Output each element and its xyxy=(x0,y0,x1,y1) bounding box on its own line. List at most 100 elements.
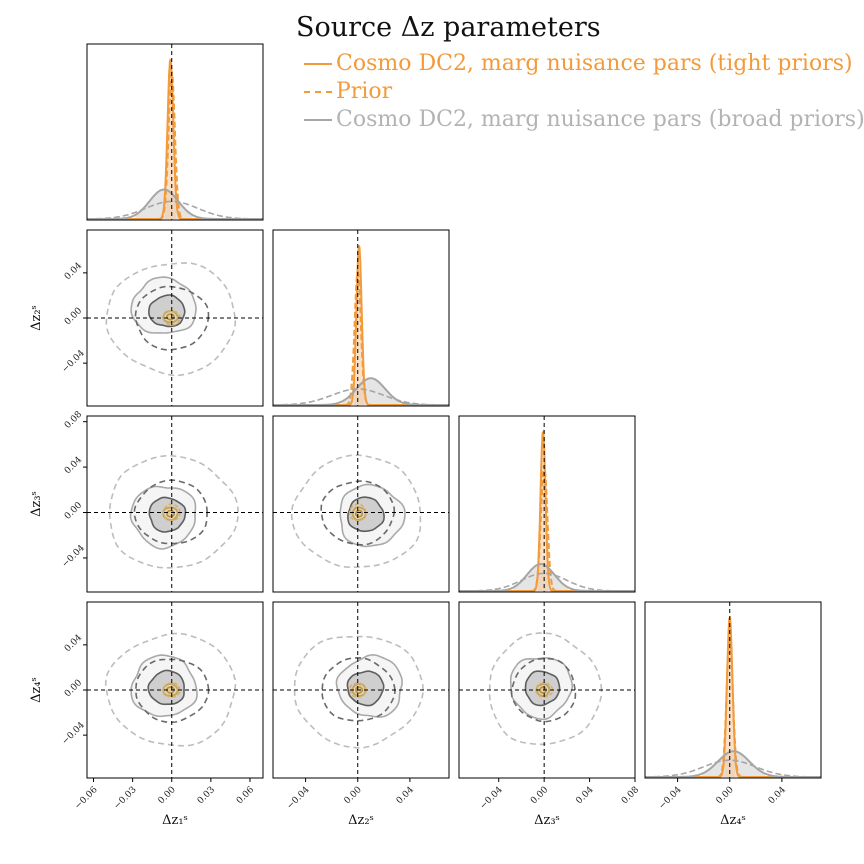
contour-tight-1sigma xyxy=(166,509,175,518)
contour-tight-1sigma xyxy=(166,313,175,321)
panel-frame xyxy=(272,415,450,593)
x-tick-label: 0.04 xyxy=(767,785,788,806)
y-axis-label: Δz₃ˢ xyxy=(29,491,44,517)
panel-4-2: −0.04 0.00 0.04 xyxy=(272,601,450,812)
legend-swatch-solid-gray xyxy=(304,119,332,121)
legend-label: Prior xyxy=(336,79,393,104)
y-tick-label: 0.04 xyxy=(63,455,84,476)
contour-broad-prior-2sigma xyxy=(105,262,237,377)
panel-2-1: −0.04 0.00 0.04 xyxy=(60,229,264,407)
x-tick-label: −0.04 xyxy=(657,785,684,812)
panel-content xyxy=(645,602,821,778)
marginal-curve-3 xyxy=(645,750,821,778)
contour-broad-prior-1sigma xyxy=(134,285,210,351)
panel-content xyxy=(87,230,263,406)
panel-4-3: −0.04 0.00 0.04 0.08 xyxy=(458,601,641,812)
x-tick-label: 0.00 xyxy=(715,785,736,806)
marginal-curve-3 xyxy=(87,188,263,220)
y-axis-label: Δz₂ˢ xyxy=(29,305,44,331)
contour-broad-prior-2sigma xyxy=(108,455,239,569)
contour-broad-prior-2sigma xyxy=(104,632,237,747)
x-axis-label: Δz₄ˢ xyxy=(720,813,746,828)
legend-label: Cosmo DC2, marg nuisance pars (tight pri… xyxy=(336,51,853,76)
marginal-curve-4 xyxy=(273,388,449,406)
legend-swatch-dashed-orange xyxy=(304,91,332,93)
x-tick-label: −0.04 xyxy=(478,785,505,812)
marginal-curve-3 xyxy=(273,377,449,406)
x-tick-label: 0.00 xyxy=(157,785,178,806)
contour-broad-prior-2sigma xyxy=(290,454,422,569)
panel-content xyxy=(87,44,263,220)
contour-tight-prior xyxy=(348,503,367,522)
credible-band xyxy=(538,430,548,591)
y-axis-label: Δz₄ˢ xyxy=(29,677,44,703)
y-tick-label: 0.04 xyxy=(63,633,84,654)
panel-2-2 xyxy=(272,229,450,407)
x-tick-label: 0.04 xyxy=(574,785,595,806)
panel-content xyxy=(87,416,263,592)
x-tick-label: 0.06 xyxy=(235,785,256,806)
x-tick-label: 0.00 xyxy=(343,785,364,806)
x-tick-label: −0.03 xyxy=(112,785,139,812)
panel-content xyxy=(273,416,449,592)
panel-content xyxy=(273,602,449,778)
x-tick-label: −0.04 xyxy=(285,785,312,812)
marginal-curve-4 xyxy=(645,759,821,778)
panel-content xyxy=(459,416,635,592)
panel-3-3 xyxy=(458,415,636,593)
y-tick-label: 0.00 xyxy=(63,500,84,521)
y-tick-label: 0.00 xyxy=(63,306,84,327)
marginal-curve-4 xyxy=(459,572,635,592)
panel-frame xyxy=(86,415,264,593)
figure-title: Source Δz parameters xyxy=(296,12,601,43)
contour-tight-prior xyxy=(162,503,181,522)
x-tick-label: 0.08 xyxy=(620,785,641,806)
contour-broad-prior-1sigma xyxy=(321,656,396,722)
contour-tight-prior xyxy=(162,682,181,698)
y-tick-label: 0.08 xyxy=(63,409,84,430)
x-tick-label: 0.04 xyxy=(395,785,416,806)
legend-swatch-solid-orange xyxy=(304,63,332,65)
y-tick-label: 0.04 xyxy=(63,261,84,282)
panel-4-4: −0.04 0.00 0.04 xyxy=(644,601,822,812)
x-axis-label: Δz₃ˢ xyxy=(534,813,560,828)
panel-3-1: −0.04 0.00 0.04 0.08 xyxy=(60,409,264,593)
contour-broad-prior-1sigma xyxy=(510,657,577,723)
panel-frame xyxy=(86,43,264,221)
panel-frame xyxy=(272,601,450,779)
contour-broad-prior-1sigma xyxy=(135,658,210,724)
contour-tight-1sigma xyxy=(354,509,363,518)
x-tick-label: 0.00 xyxy=(529,785,550,806)
y-tick-label: −0.04 xyxy=(60,720,87,747)
legend-item-prior: Prior xyxy=(304,78,864,106)
legend-item-tight-posterior: Cosmo DC2, marg nuisance pars (tight pri… xyxy=(304,50,864,78)
legend-label: Cosmo DC2, marg nuisance pars (broad pri… xyxy=(336,107,864,132)
panel-content xyxy=(273,230,449,406)
y-tick-label: −0.04 xyxy=(60,348,87,375)
x-axis-label: Δz₁ˢ xyxy=(162,813,188,828)
credible-band xyxy=(164,58,177,219)
y-tick-label: −0.04 xyxy=(60,543,87,570)
x-tick-label: 0.03 xyxy=(196,785,217,806)
contour-tight-prior xyxy=(348,682,367,698)
panel-1-1 xyxy=(86,43,264,221)
legend-item-broad-posterior: Cosmo DC2, marg nuisance pars (broad pri… xyxy=(304,106,864,134)
panel-3-2 xyxy=(272,415,450,593)
panel-frame xyxy=(458,415,636,593)
panel-4-1: −0.04 0.00 0.04 −0.06 −0.03 0.00 0.03 0.06 xyxy=(60,601,264,812)
contour-tight-prior xyxy=(162,310,181,326)
panel-content xyxy=(87,602,263,778)
panel-content xyxy=(459,602,635,778)
y-tick-label: 0.00 xyxy=(63,678,84,699)
legend: Cosmo DC2, marg nuisance pars (tight pri… xyxy=(304,50,864,134)
panel-frame xyxy=(644,601,822,779)
x-axis-label: Δz₂ˢ xyxy=(348,813,374,828)
contour-broad-prior-1sigma xyxy=(133,479,208,545)
panel-frame xyxy=(272,229,450,407)
marginal-curve-3 xyxy=(459,563,635,592)
contour-broad-prior-1sigma xyxy=(320,480,396,546)
panel-frame xyxy=(458,601,636,779)
marginal-curve-4 xyxy=(87,200,263,220)
x-tick-label: −0.06 xyxy=(73,785,100,812)
